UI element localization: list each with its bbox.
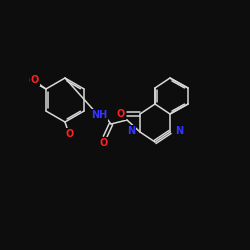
Text: O: O: [66, 129, 74, 139]
Text: O: O: [31, 75, 39, 85]
Text: O: O: [29, 76, 37, 86]
Text: O: O: [100, 138, 108, 148]
Text: N: N: [175, 126, 183, 136]
Text: NH: NH: [91, 110, 107, 120]
Text: O: O: [117, 109, 125, 119]
Text: N: N: [127, 126, 135, 136]
